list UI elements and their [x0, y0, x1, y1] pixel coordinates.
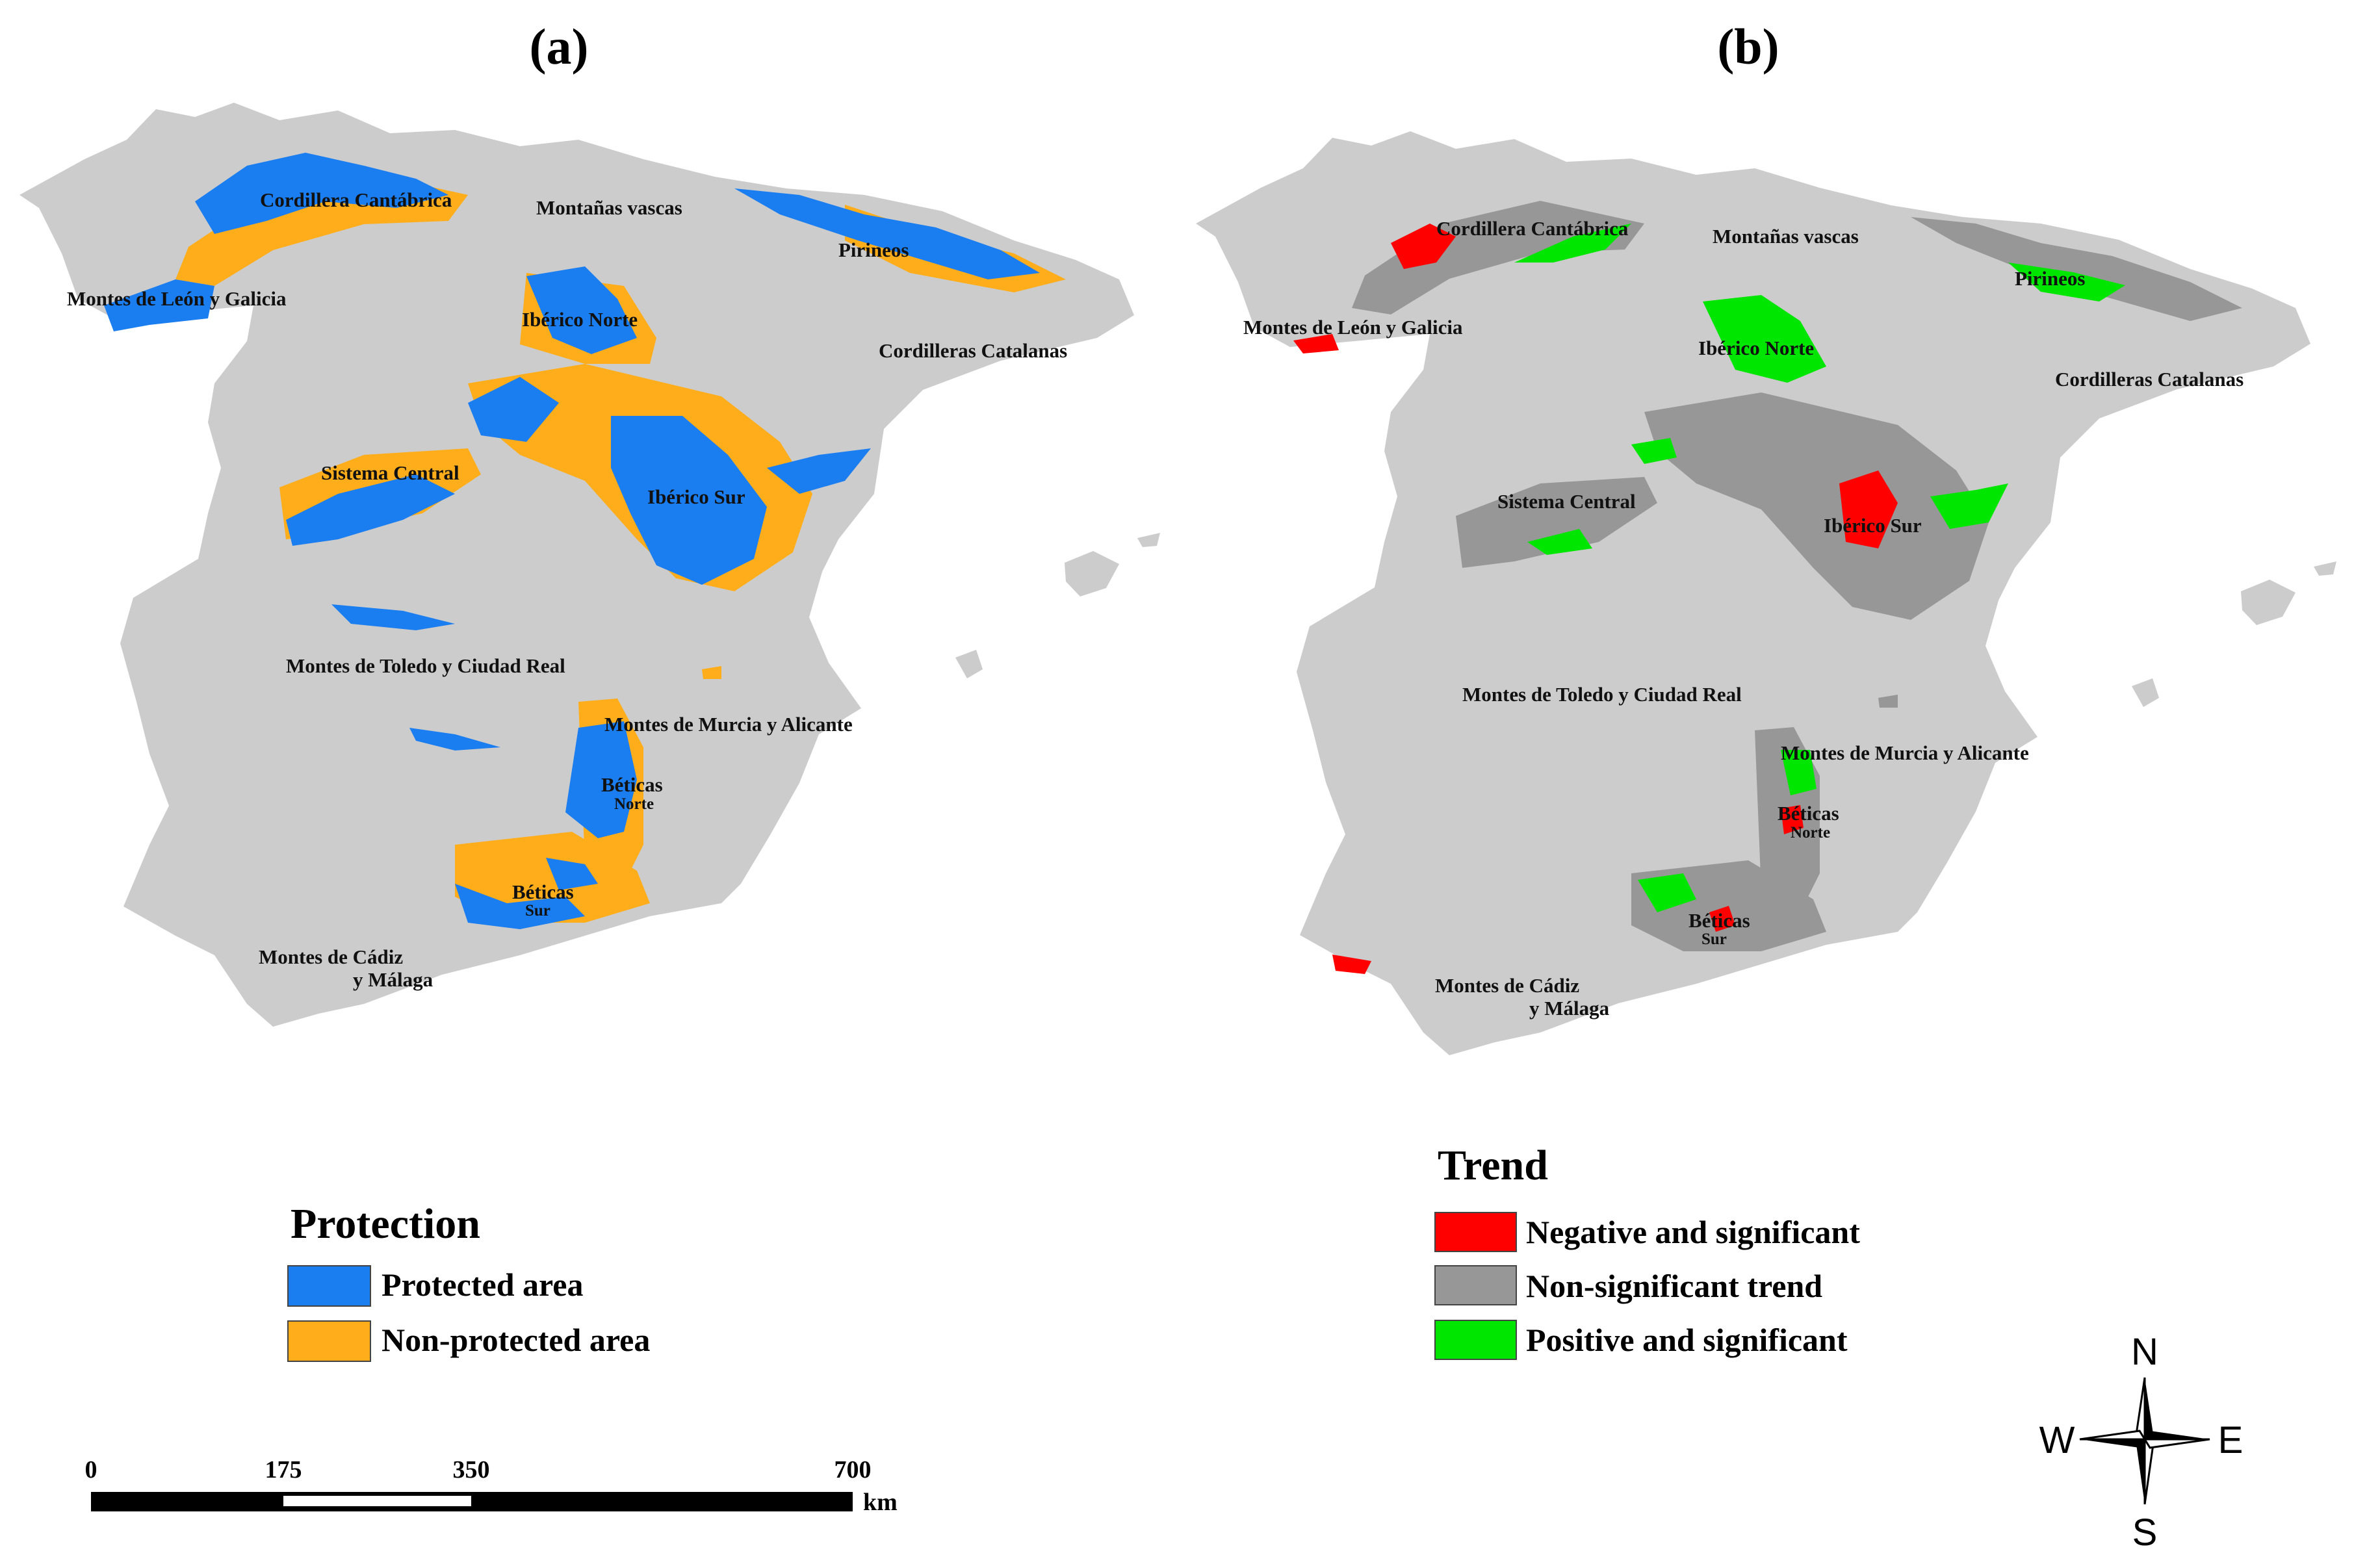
legend-swatch-protected: [287, 1265, 371, 1307]
region-label-montes-de-cadiz: Montes de Cádiz: [1435, 974, 1579, 997]
protected-areas: [104, 153, 1040, 929]
region-sublabel-montes-de-cadiz: y Málaga: [353, 968, 433, 991]
positive-trend-areas: [1514, 224, 2125, 912]
legend-label-non-protected: Non-protected area: [382, 1322, 650, 1358]
region-label-beticas-sur: Béticas: [512, 880, 574, 903]
region-label-montes-de-toledo: Montes de Toledo y Ciudad Real: [286, 654, 565, 677]
legend-protection: Protection Protected area Non-protected …: [287, 1200, 650, 1362]
region-label-iberico-sur: Ibérico Sur: [1824, 514, 1922, 537]
panel-a-region-labels: Cordillera Cantábrica Montañas vascas Pi…: [67, 188, 1067, 991]
balearic-islands: [955, 533, 1160, 678]
region-sublabel-beticas-norte: Norte: [1791, 824, 1830, 841]
negative-trend-areas: [1293, 224, 1898, 974]
scale-tick-700: 700: [834, 1456, 872, 1483]
region-label-cordilleras-catalanas: Cordilleras Catalanas: [2055, 368, 2244, 391]
region-label-montes-de-murcia: Montes de Murcia y Alicante: [604, 713, 853, 736]
region-label-sistema-central: Sistema Central: [321, 461, 459, 484]
legend-label-negative: Negative and significant: [1526, 1214, 1860, 1250]
region-sublabel-beticas-norte: Norte: [614, 795, 654, 813]
region-sublabel-beticas-sur: Sur: [1701, 931, 1727, 948]
scale-bar: 0 175 350 700 km: [85, 1456, 898, 1516]
legend-trend-title: Trend: [1438, 1142, 1548, 1189]
scale-tick-0: 0: [85, 1456, 97, 1483]
balearic-islands: [2132, 561, 2336, 707]
region-label-iberico-norte: Ibérico Norte: [1698, 337, 1814, 359]
legend-swatch-positive: [1434, 1320, 1517, 1360]
legend-label-non-significant: Non-significant trend: [1526, 1268, 1822, 1304]
legend-swatch-non-protected: [287, 1320, 371, 1362]
compass-rose: N S W E: [2039, 1331, 2244, 1553]
scale-tick-175: 175: [265, 1456, 302, 1483]
region-label-iberico-norte: Ibérico Norte: [522, 308, 638, 331]
region-label-sistema-central: Sistema Central: [1497, 490, 1636, 513]
panel-b-label: (b): [1717, 18, 1779, 75]
region-label-montes-de-cadiz: Montes de Cádiz: [259, 945, 403, 968]
region-label-montanas-vascas: Montañas vascas: [1713, 225, 1859, 248]
region-label-montes-de-murcia: Montes de Murcia y Alicante: [1781, 741, 2029, 764]
legend-label-protected: Protected area: [382, 1266, 584, 1303]
region-label-iberico-sur: Ibérico Sur: [647, 485, 745, 508]
region-label-montanas-vascas: Montañas vascas: [536, 196, 682, 219]
panel-b-region-labels: Cordillera Cantábrica Montañas vascas Pi…: [1243, 217, 2244, 1020]
region-label-cordillera-cantabrica: Cordillera Cantábrica: [260, 188, 452, 211]
compass-south: S: [2132, 1511, 2158, 1553]
region-label-cordilleras-catalanas: Cordilleras Catalanas: [879, 339, 1067, 362]
panel-b-map: Cordillera Cantábrica Montañas vascas Pi…: [1196, 131, 2336, 1055]
region-label-beticas-norte: Béticas: [601, 773, 663, 796]
legend-protection-title: Protection: [291, 1200, 480, 1248]
region-label-montes-de-leon: Montes de León y Galicia: [1243, 316, 1463, 339]
legend-trend: Trend Negative and significant Non-signi…: [1434, 1142, 1860, 1360]
compass-star-icon: [2079, 1377, 2210, 1505]
compass-east: E: [2218, 1419, 2244, 1461]
scale-tick-350: 350: [453, 1456, 490, 1483]
compass-west: W: [2039, 1419, 2075, 1461]
panel-a-label: (a): [530, 18, 589, 75]
region-label-pirineos: Pirineos: [2015, 267, 2086, 290]
region-label-montes-de-leon: Montes de León y Galicia: [67, 287, 287, 310]
scale-bar-outline: [91, 1492, 853, 1511]
compass-north: N: [2131, 1331, 2158, 1373]
region-label-montes-de-toledo: Montes de Toledo y Ciudad Real: [1462, 683, 1742, 706]
region-label-beticas-sur: Béticas: [1688, 909, 1750, 932]
scale-bar-segment-white: [283, 1496, 471, 1506]
legend-swatch-negative: [1434, 1212, 1517, 1252]
region-sublabel-montes-de-cadiz: y Málaga: [1529, 997, 1610, 1020]
region-label-cordillera-cantabrica: Cordillera Cantábrica: [1436, 217, 1629, 240]
panel-a: (a): [19, 18, 1160, 1027]
region-label-pirineos: Pirineos: [838, 238, 909, 261]
legend-swatch-non-significant: [1434, 1265, 1517, 1305]
legend-label-positive: Positive and significant: [1526, 1322, 1848, 1358]
region-label-beticas-norte: Béticas: [1778, 802, 1839, 825]
panel-a-map: Cordillera Cantábrica Montañas vascas Pi…: [19, 103, 1160, 1027]
scale-unit: km: [863, 1489, 898, 1516]
panel-b: (b): [1196, 18, 2336, 1055]
region-sublabel-beticas-sur: Sur: [525, 902, 550, 919]
